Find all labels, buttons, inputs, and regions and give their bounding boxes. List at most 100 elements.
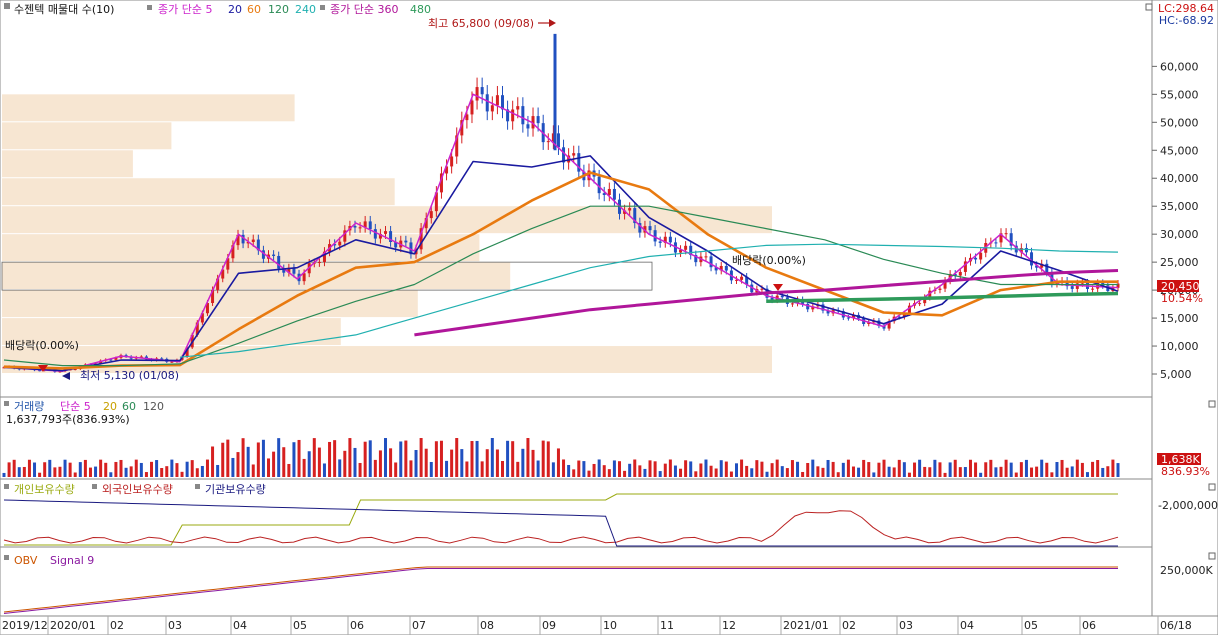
candle-body xyxy=(261,250,265,259)
volume-bar xyxy=(770,463,774,477)
candle-body xyxy=(1045,263,1049,273)
volume-bar xyxy=(562,459,566,477)
candle-body xyxy=(389,231,393,242)
candle-body xyxy=(979,252,983,260)
candle-body xyxy=(170,361,174,363)
volume-bar xyxy=(785,468,789,477)
volume-bar xyxy=(943,472,947,477)
volume-bar xyxy=(679,468,683,477)
dividend-arrow-left-icon xyxy=(38,365,48,372)
volume-bar xyxy=(938,462,942,477)
panel-menu-icon[interactable] xyxy=(4,3,10,9)
panel-close-icon[interactable] xyxy=(1145,3,1153,11)
volume-bar xyxy=(902,462,906,477)
volume-bar xyxy=(150,461,154,477)
volume-profile-bar xyxy=(2,290,418,318)
candle-body xyxy=(953,273,957,276)
holdings-menu-icon[interactable] xyxy=(4,484,9,489)
holdings-menu2-icon[interactable] xyxy=(92,484,97,489)
volume-menu-icon[interactable] xyxy=(4,401,9,406)
volume-bar xyxy=(185,461,189,477)
volume-bar xyxy=(689,461,693,477)
volume-bar xyxy=(343,450,347,477)
volume-bar xyxy=(806,463,810,477)
volume-close-icon[interactable] xyxy=(1208,400,1216,408)
candle-body xyxy=(623,210,627,214)
volume-bar xyxy=(1060,459,1064,477)
holdings-y-tick: -2,000,000 xyxy=(1158,499,1218,512)
volume-bar xyxy=(816,466,820,477)
volume-bar xyxy=(607,469,611,477)
obv-menu-icon[interactable] xyxy=(4,555,9,560)
legend-menu-icon[interactable] xyxy=(147,5,152,10)
volume-bar xyxy=(668,459,672,477)
candle-body xyxy=(724,266,728,271)
volume-bar xyxy=(256,442,260,477)
volume-bar xyxy=(190,460,194,477)
volume-bar xyxy=(48,459,52,477)
candle-body xyxy=(745,276,749,285)
candle-body xyxy=(358,227,362,229)
volume-bar xyxy=(567,464,571,477)
volume-bar xyxy=(246,446,250,477)
candle-body xyxy=(714,267,718,271)
candle-body xyxy=(633,208,637,224)
volume-bar xyxy=(287,463,291,477)
volume-bar xyxy=(760,461,764,477)
volume-bar xyxy=(267,458,271,477)
legend-ma20: 20 xyxy=(228,3,242,16)
volume-bar xyxy=(572,469,576,477)
volume-bar xyxy=(918,459,922,477)
volume-bar xyxy=(719,460,723,477)
holdings-menu3-icon[interactable] xyxy=(195,484,200,489)
candle-body xyxy=(292,267,296,274)
volume-bar xyxy=(989,459,993,477)
volume-bar xyxy=(272,451,276,477)
x-tick-label: 02 xyxy=(110,619,124,632)
volume-profile-bar xyxy=(2,122,172,150)
volume-bar xyxy=(1030,467,1034,477)
legend-ma480: 480 xyxy=(410,3,431,16)
volume-bar xyxy=(216,464,220,477)
candle-body xyxy=(322,251,326,262)
candle-body xyxy=(689,245,693,256)
volume-bar xyxy=(551,462,555,477)
candle-body xyxy=(597,176,601,194)
volume-bar xyxy=(994,467,998,477)
volume-bar xyxy=(251,464,255,477)
volume-bar xyxy=(597,459,601,477)
volume-bar xyxy=(409,460,413,477)
volume-bar xyxy=(1014,472,1018,477)
volume-bar xyxy=(750,468,754,477)
candle-body xyxy=(653,230,657,242)
volume-bar xyxy=(673,465,677,477)
obv-signal-line xyxy=(3,568,1118,614)
volume-bar xyxy=(1116,463,1120,477)
candle-body xyxy=(780,295,784,298)
volume-bar xyxy=(302,458,306,477)
candle-body xyxy=(277,255,281,269)
volume-bar xyxy=(796,461,800,477)
volume-profile-current-box xyxy=(1,261,653,291)
candle-body xyxy=(770,297,774,301)
legend2-menu-icon[interactable] xyxy=(320,5,325,10)
volume-bar xyxy=(180,471,184,477)
candle-body xyxy=(317,261,321,263)
volume-bar xyxy=(53,467,57,477)
volume-bar xyxy=(1080,462,1084,477)
volume-bars xyxy=(2,438,1120,477)
volume-bar xyxy=(953,459,957,477)
candle-body xyxy=(562,147,566,163)
volume-bar xyxy=(475,440,479,477)
volume-bar xyxy=(353,447,357,477)
holdings-close-icon[interactable] xyxy=(1208,483,1216,491)
price-title: 수젠텍 매물대 수(10) xyxy=(14,3,114,16)
volume-bar xyxy=(841,462,845,477)
candle-body xyxy=(1065,280,1069,287)
high-arrow-icon xyxy=(549,19,556,27)
candle-body xyxy=(923,297,927,304)
obv-close-icon[interactable] xyxy=(1208,552,1216,560)
candle-body xyxy=(114,357,118,360)
volume-readout: 1,637,793주(836.93%) xyxy=(6,413,130,426)
